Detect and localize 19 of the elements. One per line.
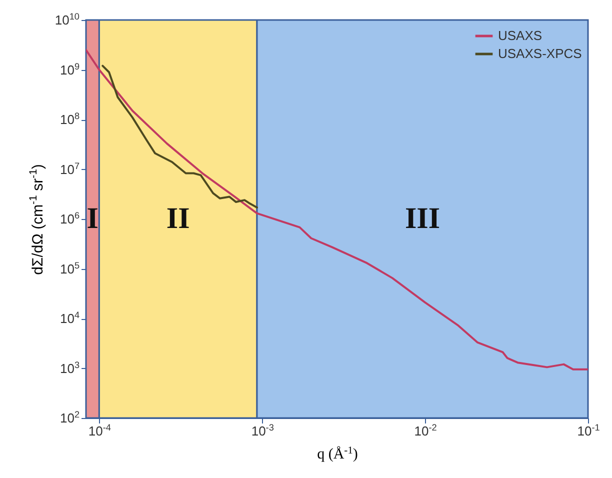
y-tick-label: 10$^{10}$ <box>54 12 80 28</box>
x-tick-label: 10$^{-1}$ <box>577 422 600 438</box>
y-tick-label: 10$^{5}$ <box>60 260 80 276</box>
band-label: I <box>86 202 98 235</box>
x-tick-label: 10$^{-4}$ <box>88 422 111 438</box>
legend-label: USAXS <box>498 28 542 43</box>
y-tick-label: 10$^{3}$ <box>60 360 80 376</box>
x-tick-label: 10$^{-3}$ <box>251 422 274 438</box>
y-tick-label: 10$^{8}$ <box>60 111 80 127</box>
x-axis-title: q (Å$^{-1}$) <box>317 445 358 462</box>
band-label: III <box>404 202 440 235</box>
legend-label: USAXS-XPCS <box>498 46 582 61</box>
y-tick-label: 10$^{4}$ <box>60 310 80 326</box>
y-tick-label: 10$^{7}$ <box>60 160 80 177</box>
y-tick-label: 10$^{6}$ <box>60 210 80 226</box>
x-tick-label: 10$^{-2}$ <box>414 422 437 438</box>
band-label: II <box>166 202 190 235</box>
y-tick-label: 10$^{2}$ <box>60 410 80 426</box>
y-tick-label: 10$^{9}$ <box>60 61 80 78</box>
